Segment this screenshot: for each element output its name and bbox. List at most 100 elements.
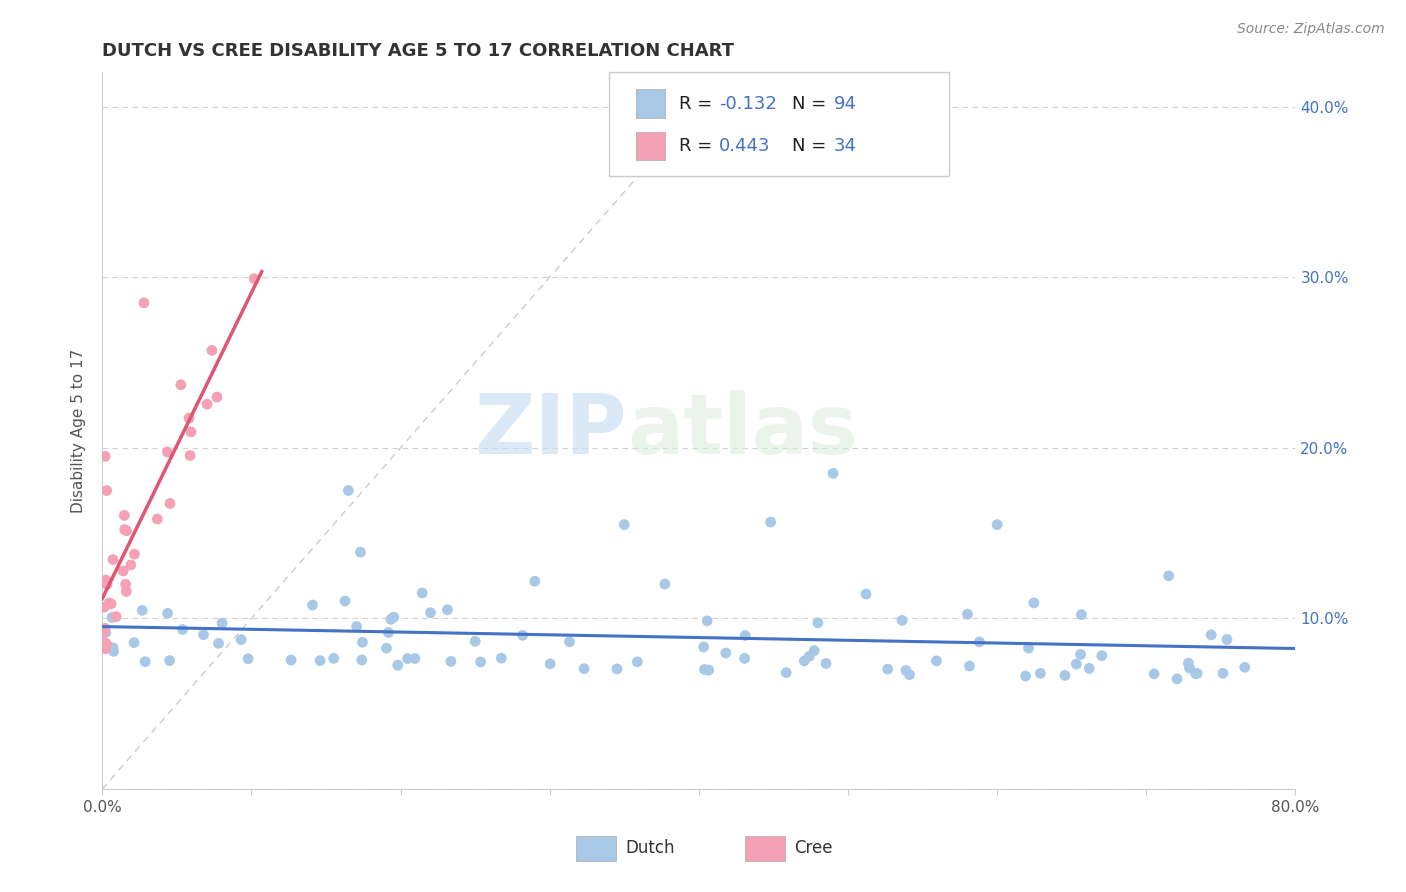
- Text: ZIP: ZIP: [475, 391, 627, 471]
- Point: [464, 634, 486, 648]
- Point: [94, 625, 117, 640]
- Point: [94, 636, 117, 650]
- Point: [1178, 661, 1201, 675]
- Point: [436, 603, 458, 617]
- Point: [333, 594, 356, 608]
- Text: -0.132: -0.132: [718, 95, 778, 112]
- Point: [243, 272, 266, 286]
- Point: [375, 641, 398, 656]
- Point: [512, 628, 534, 642]
- Point: [734, 628, 756, 642]
- FancyBboxPatch shape: [636, 131, 665, 161]
- Point: [696, 614, 718, 628]
- Point: [419, 606, 441, 620]
- Point: [613, 517, 636, 532]
- Point: [337, 483, 360, 498]
- Point: [201, 343, 224, 358]
- Point: [349, 545, 371, 559]
- Point: [382, 610, 405, 624]
- Point: [793, 654, 815, 668]
- Point: [177, 411, 200, 425]
- Text: Dutch: Dutch: [626, 839, 675, 857]
- Point: [115, 524, 138, 538]
- Point: [693, 663, 716, 677]
- Point: [301, 598, 323, 612]
- Text: 34: 34: [834, 136, 856, 155]
- Point: [1212, 666, 1234, 681]
- Point: [1066, 657, 1088, 672]
- Point: [131, 603, 153, 617]
- Point: [876, 662, 898, 676]
- Point: [377, 625, 399, 640]
- Point: [159, 496, 181, 510]
- Point: [956, 607, 979, 622]
- Point: [714, 646, 737, 660]
- Point: [94, 450, 117, 464]
- Point: [236, 652, 259, 666]
- Point: [105, 609, 128, 624]
- Point: [103, 644, 125, 658]
- Point: [404, 651, 426, 665]
- Point: [606, 662, 628, 676]
- Point: [195, 397, 218, 411]
- Point: [114, 577, 136, 591]
- Text: 0.443: 0.443: [718, 136, 770, 155]
- Point: [894, 664, 917, 678]
- Point: [807, 615, 830, 630]
- Point: [1078, 661, 1101, 675]
- Point: [1233, 660, 1256, 674]
- Point: [855, 587, 877, 601]
- Point: [146, 512, 169, 526]
- Text: N =: N =: [792, 95, 832, 112]
- Point: [115, 584, 138, 599]
- Point: [692, 640, 714, 654]
- Point: [925, 654, 948, 668]
- Point: [132, 295, 155, 310]
- Point: [159, 654, 181, 668]
- Point: [205, 390, 228, 404]
- Point: [1166, 672, 1188, 686]
- Point: [1091, 648, 1114, 663]
- Point: [1216, 632, 1239, 647]
- Point: [114, 523, 136, 537]
- Point: [1185, 666, 1208, 681]
- Point: [775, 665, 797, 680]
- FancyBboxPatch shape: [636, 89, 665, 118]
- Point: [101, 610, 124, 624]
- Point: [558, 634, 581, 648]
- Text: N =: N =: [792, 136, 832, 155]
- Point: [440, 655, 463, 669]
- Point: [350, 653, 373, 667]
- Text: R =: R =: [679, 95, 717, 112]
- Point: [96, 577, 118, 591]
- Point: [396, 651, 419, 665]
- Point: [1053, 668, 1076, 682]
- Point: [1199, 628, 1222, 642]
- Point: [1184, 666, 1206, 681]
- Point: [411, 586, 433, 600]
- Point: [211, 616, 233, 631]
- Point: [352, 635, 374, 649]
- Point: [124, 547, 146, 561]
- Point: [799, 649, 821, 664]
- Point: [180, 425, 202, 439]
- Text: 94: 94: [834, 95, 856, 112]
- Point: [120, 558, 142, 572]
- Point: [101, 640, 124, 655]
- Point: [1070, 648, 1092, 662]
- Point: [803, 643, 825, 657]
- Point: [654, 577, 676, 591]
- Point: [170, 377, 193, 392]
- Point: [101, 552, 124, 566]
- Point: [986, 517, 1008, 532]
- Point: [572, 662, 595, 676]
- Point: [112, 508, 135, 523]
- Text: Source: ZipAtlas.com: Source: ZipAtlas.com: [1237, 22, 1385, 37]
- Point: [96, 483, 118, 498]
- Point: [1177, 656, 1199, 670]
- Point: [1143, 666, 1166, 681]
- Point: [1029, 666, 1052, 681]
- Point: [346, 619, 368, 633]
- Point: [96, 637, 118, 651]
- Point: [134, 655, 156, 669]
